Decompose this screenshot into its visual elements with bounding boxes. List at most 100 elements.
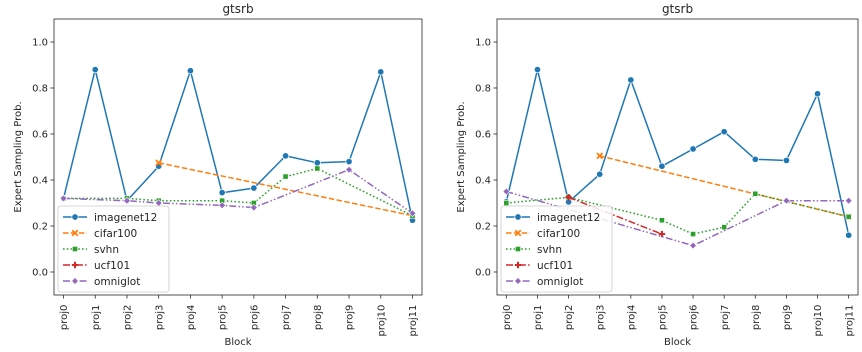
data-point-imagenet12 — [91, 66, 99, 74]
x-tick-label: proj7 — [281, 305, 292, 331]
y-axis-title: Expert Sampling Prob. — [13, 101, 24, 212]
x-tick-label: proj5 — [658, 305, 669, 331]
chart-title: gtsrb — [662, 2, 693, 16]
data-point-imagenet12 — [689, 145, 697, 153]
legend-label-omniglot: omniglot — [94, 276, 140, 288]
x-tick-label: proj11 — [408, 305, 419, 337]
data-point-ucf101 — [658, 230, 666, 238]
series-line-cifar100 — [158, 162, 413, 217]
data-point-omniglot — [345, 165, 353, 174]
x-tick-label: proj9 — [345, 305, 356, 331]
data-point-svhn — [752, 190, 759, 197]
data-point-omniglot — [689, 241, 697, 250]
data-point-svhn — [314, 165, 321, 172]
x-tick-label: proj1 — [91, 305, 102, 331]
plot-frame — [496, 18, 859, 296]
data-point-imagenet12 — [627, 76, 635, 84]
y-tick-label: 0.4 — [475, 176, 491, 187]
y-tick-label: 0.6 — [475, 130, 491, 141]
legend: imagenet12 cifar100 svhn ucf101 omniglot — [57, 205, 170, 293]
data-point-omniglot — [782, 196, 791, 205]
data-point-imagenet12 — [596, 170, 604, 178]
plot-frame — [53, 18, 423, 296]
x-tick-label: proj10 — [813, 305, 824, 337]
data-point-imagenet12 — [218, 189, 226, 197]
legend-marker-imagenet12 — [514, 213, 522, 221]
data-point-svhn — [845, 213, 852, 220]
x-axis-title: Block — [664, 337, 691, 348]
legend-marker-cifar100 — [514, 229, 522, 237]
legend-label-cifar100: cifar100 — [94, 228, 137, 240]
x-tick-label: proj5 — [218, 305, 229, 331]
x-tick-label: proj1 — [533, 305, 544, 331]
data-point-imagenet12 — [782, 156, 790, 165]
y-tick-label: 0.8 — [32, 84, 48, 95]
y-axis-title: Expert Sampling Prob. — [456, 101, 467, 212]
legend-label-imagenet12: imagenet12 — [537, 212, 600, 224]
data-point-svhn — [659, 217, 665, 224]
legend-marker-svhn — [515, 246, 521, 252]
data-point-omniglot — [502, 187, 511, 196]
chart-panel-2: gtsrb 0.0 0.2 0.4 0.6 0.8 1.0 proj0 proj1 proj2 pr… — [456, 2, 859, 348]
x-tick-label: proj9 — [782, 305, 793, 331]
data-point-imagenet12 — [282, 152, 290, 160]
data-point-omniglot — [408, 209, 417, 218]
y-tick-label: 0.2 — [32, 222, 48, 233]
legend-marker-ucf101 — [514, 261, 522, 269]
legend-label-imagenet12: imagenet12 — [94, 212, 157, 224]
legend-marker-cifar100 — [71, 229, 79, 237]
data-point-omniglot — [59, 194, 68, 203]
series-line-svhn — [63, 167, 413, 217]
legend-label-cifar100: cifar100 — [537, 228, 580, 240]
y-tick-label: 1.0 — [475, 38, 491, 49]
x-tick-label: proj0 — [59, 305, 70, 331]
x-tick-label: proj6 — [689, 305, 700, 331]
series-line-imagenet12 — [505, 68, 850, 236]
data-point-omniglot — [123, 196, 131, 205]
chart-panel-1: gtsrb 0.0 0.2 0.4 0.6 0.8 1.0 proj0 proj1 proj2 pr… — [13, 2, 423, 348]
x-tick-label: proj4 — [626, 305, 637, 331]
data-point-imagenet12 — [533, 66, 542, 74]
data-point-imagenet12 — [751, 155, 759, 163]
legend-marker-omniglot — [514, 277, 522, 285]
data-point-imagenet12 — [845, 231, 853, 239]
data-point-cifar100 — [155, 159, 163, 167]
legend-marker-ucf101 — [71, 261, 79, 269]
legend-marker-omniglot — [71, 277, 79, 285]
legend-marker-svhn — [72, 246, 78, 252]
data-point-svhn — [503, 200, 510, 206]
data-point-cifar100 — [596, 152, 604, 160]
legend-marker-imagenet12 — [71, 213, 79, 221]
series-line-ucf101 — [568, 196, 663, 235]
legend-label-ucf101: ucf101 — [94, 260, 130, 272]
x-tick-label: proj8 — [313, 305, 324, 331]
data-point-imagenet12 — [720, 128, 728, 136]
x-tick-label: proj3 — [154, 305, 165, 331]
x-tick-label: proj0 — [502, 305, 513, 331]
data-point-omniglot — [250, 203, 258, 212]
x-tick-label: proj6 — [249, 305, 260, 331]
data-point-imagenet12 — [658, 162, 666, 170]
data-point-imagenet12 — [377, 68, 385, 76]
chart-title: gtsrb — [222, 2, 253, 16]
y-tick-label: 0.0 — [475, 268, 491, 279]
x-tick-label: proj2 — [123, 305, 134, 331]
data-point-svhn — [282, 173, 289, 180]
x-tick-label: proj2 — [564, 305, 575, 331]
y-tick-label: 1.0 — [32, 38, 48, 49]
legend-box — [57, 205, 170, 293]
data-point-svhn — [690, 231, 696, 237]
legend-label-omniglot: omniglot — [537, 276, 583, 288]
y-tick-label: 0.8 — [475, 84, 491, 95]
x-tick-label: proj11 — [844, 305, 855, 337]
data-point-ucf101 — [565, 194, 572, 201]
data-point-omniglot — [844, 196, 853, 205]
data-point-imagenet12 — [345, 158, 353, 166]
y-tick-label: 0.0 — [32, 268, 48, 279]
x-tick-label: proj3 — [595, 305, 606, 331]
x-tick-label: proj8 — [751, 305, 762, 331]
legend-label-svhn: svhn — [537, 244, 562, 256]
x-tick-label: proj4 — [186, 305, 197, 331]
x-tick-label: proj10 — [376, 305, 387, 337]
